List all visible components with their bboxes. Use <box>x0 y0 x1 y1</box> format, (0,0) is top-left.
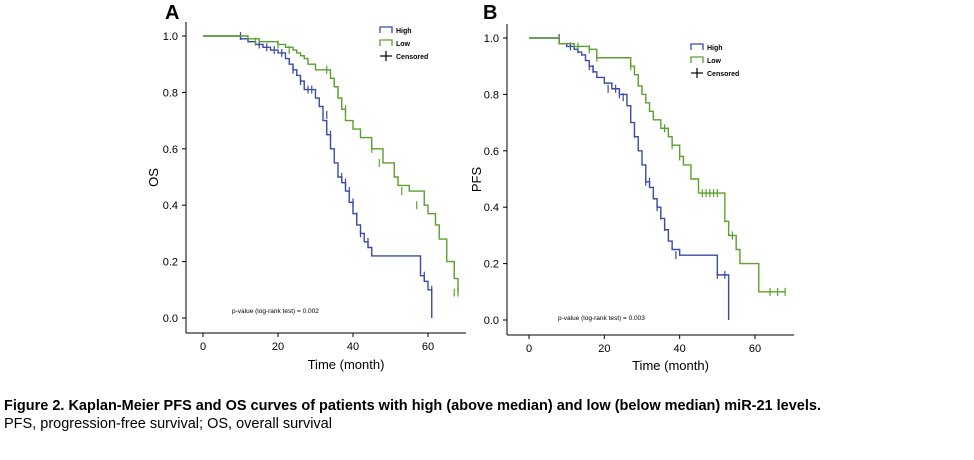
legend-swatch-high <box>379 26 393 33</box>
y-tick-label: 1.0 <box>163 31 178 43</box>
p-value-annotation: p-value (log-rank test) = 0.002 <box>232 308 319 315</box>
legend-label-high: High <box>707 45 723 52</box>
legend-label-censored: Censored <box>396 54 428 61</box>
panel-letter-a: A <box>165 2 180 24</box>
y-axis-label: OS <box>146 168 161 187</box>
x-tick-label: 40 <box>674 343 686 355</box>
x-tick-label: 60 <box>749 343 761 355</box>
x-axis-label: Time (month) <box>308 357 385 372</box>
x-tick-label: 0 <box>200 341 206 353</box>
series-line-low <box>529 37 786 293</box>
chart-panel-a: 0.0 0.2 0.4 0.6 0.8 1.0 0 20 40 60 Time (month) OS H… <box>146 22 466 372</box>
figure-caption-abbreviations: PFS, progression-free survival; OS, over… <box>4 416 332 432</box>
y-tick-label: 0.0 <box>484 315 499 327</box>
x-axis-label: Time (month) <box>632 358 709 373</box>
legend-swatch-high <box>690 43 704 50</box>
panel-letter-b: B <box>483 2 498 24</box>
y-tick-label: 0.0 <box>163 313 178 325</box>
legend: High Low Censored <box>379 26 428 61</box>
x-tick-label: 20 <box>598 343 610 355</box>
x-tick-label: 60 <box>422 341 434 353</box>
legend-label-low: Low <box>707 58 722 65</box>
series-line-low <box>203 35 459 293</box>
legend-label-high: High <box>396 28 412 35</box>
y-tick-label: 0.4 <box>484 202 499 214</box>
y-tick-label: 0.6 <box>484 146 499 158</box>
p-value-annotation: p-value (log-rank test) = 0.003 <box>558 315 645 322</box>
figure-caption-title: Figure 2. Kaplan-Meier PFS and OS curves… <box>4 398 821 414</box>
y-axis-label: PFS <box>469 167 484 193</box>
legend-swatch-low <box>379 39 393 46</box>
x-tick-label: 40 <box>347 341 359 353</box>
y-tick-label: 0.8 <box>484 89 499 101</box>
x-tick-label: 20 <box>272 341 284 353</box>
legend-label-censored: Censored <box>707 71 739 78</box>
series-line-high <box>529 37 730 320</box>
y-tick-label: 0.2 <box>163 257 178 269</box>
y-tick-label: 0.4 <box>163 200 178 212</box>
y-tick-label: 0.2 <box>484 259 499 271</box>
y-tick-label: 1.0 <box>484 33 499 45</box>
y-tick-label: 0.8 <box>163 87 178 99</box>
legend: High Low Censored <box>690 43 739 78</box>
y-tick-label: 0.6 <box>163 144 178 156</box>
chart-panel-b: 0.0 0.2 0.4 0.6 0.8 1.0 0 20 40 60 Time (month) PFS… <box>469 24 794 373</box>
x-tick-label: 0 <box>526 343 532 355</box>
legend-label-low: Low <box>396 41 411 48</box>
legend-swatch-low <box>690 56 704 63</box>
